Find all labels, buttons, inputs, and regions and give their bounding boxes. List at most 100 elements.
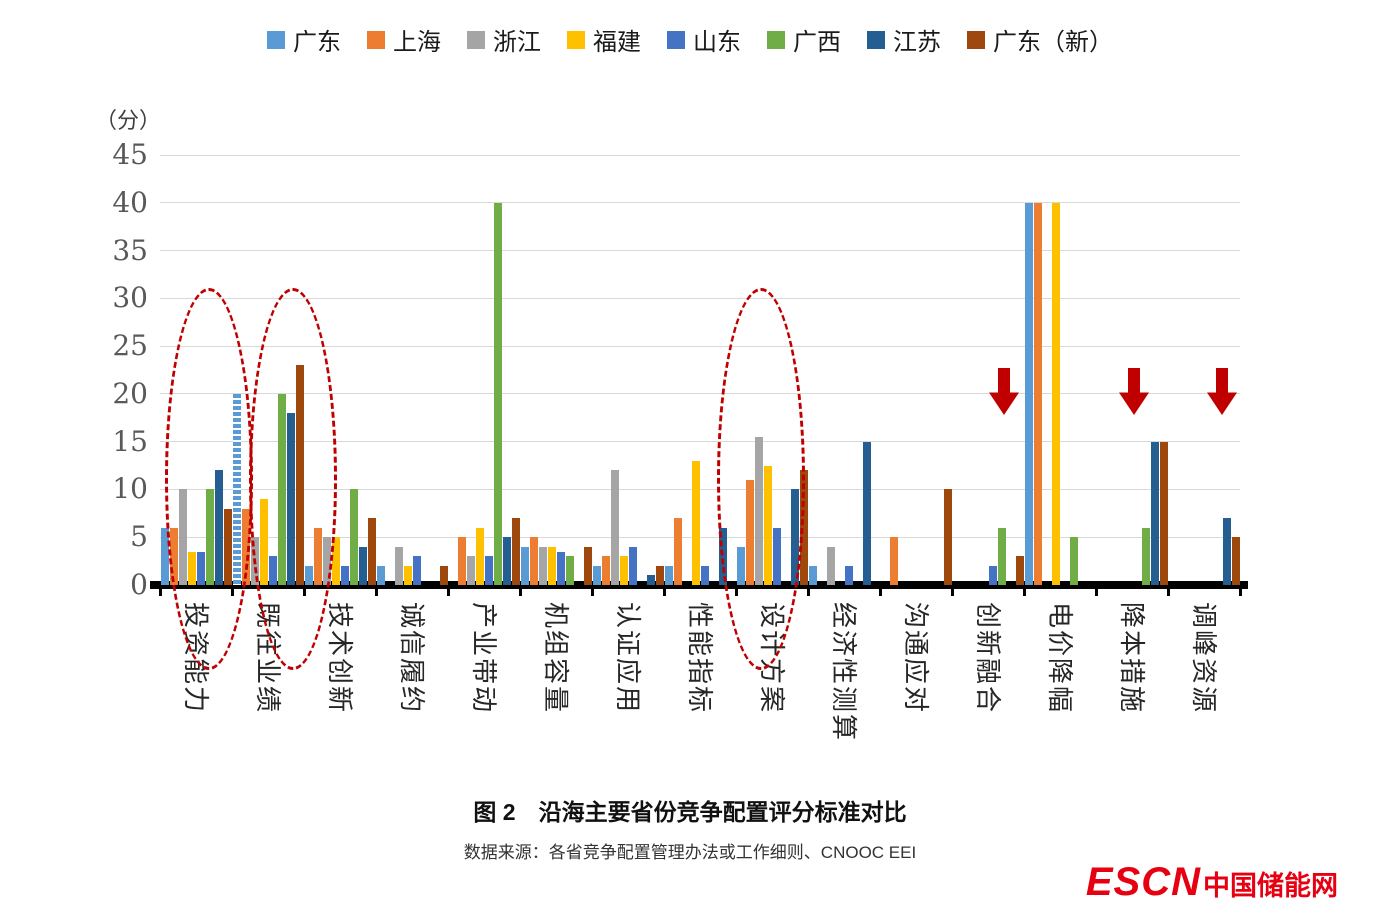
bar <box>1141 527 1150 585</box>
x-category-label: 诚信履约 <box>397 602 427 715</box>
gridline <box>160 536 1240 538</box>
bar <box>826 546 835 585</box>
legend-swatch-icon <box>667 30 685 49</box>
legend-swatch-icon <box>367 30 385 49</box>
x-category-label: 电价降幅 <box>1045 602 1075 715</box>
x-category-label: 机组容量 <box>541 602 571 715</box>
x-axis-baseline <box>150 581 1248 589</box>
legend-label: 江苏 <box>893 29 941 56</box>
bar <box>619 556 628 585</box>
x-category-label: 性能指标 <box>685 602 715 715</box>
legend-label: 广东（新） <box>993 29 1113 56</box>
escn-logo: ESCN 中国储能网 <box>1086 860 1338 905</box>
bar <box>997 527 1006 585</box>
legend-swatch-icon <box>267 30 285 49</box>
bar <box>394 546 403 585</box>
axis-tick <box>446 589 450 596</box>
bar <box>376 565 385 585</box>
chart-title: 图 2 沿海主要省份竞争配置评分标准对比 <box>473 799 907 825</box>
axis-tick <box>158 589 162 596</box>
bar <box>808 565 817 585</box>
legend-item: 福建 <box>567 22 641 57</box>
x-category-label: 创新融合 <box>973 602 1003 715</box>
bar <box>943 489 952 585</box>
bar <box>358 546 367 585</box>
bar <box>1069 537 1078 585</box>
bar <box>529 537 538 585</box>
highlight-ellipse <box>165 288 253 670</box>
highlight-ellipse <box>249 288 337 670</box>
bar <box>1051 202 1060 585</box>
bar <box>844 565 853 585</box>
bar <box>160 527 169 585</box>
legend-item: 上海 <box>367 22 441 57</box>
bar <box>511 518 520 585</box>
axis-tick <box>662 589 666 596</box>
legend-swatch-icon <box>767 30 785 49</box>
y-axis-tick-label: 25 <box>112 329 148 363</box>
axis-tick <box>878 589 882 596</box>
y-axis-tick-label: 30 <box>112 281 148 315</box>
axis-tick <box>518 589 522 596</box>
bar <box>1222 518 1231 585</box>
bar <box>403 565 412 585</box>
legend-label: 上海 <box>393 29 441 56</box>
bar <box>601 556 610 585</box>
y-axis-tick-label: 5 <box>130 520 148 554</box>
bar <box>1015 556 1024 585</box>
legend-label: 广东 <box>293 29 341 56</box>
bar <box>1033 202 1042 585</box>
bar <box>547 546 556 585</box>
axis-tick <box>1238 589 1242 596</box>
bar <box>349 489 358 585</box>
legend-label: 广西 <box>793 29 841 56</box>
gridline <box>160 488 1240 490</box>
escn-logo-text: ESCN <box>1085 860 1201 904</box>
bar <box>1159 441 1168 585</box>
bar <box>331 537 340 585</box>
bar <box>664 565 673 585</box>
legend-item: 江苏 <box>867 22 941 57</box>
bar <box>367 518 376 585</box>
y-axis-tick-label: 20 <box>112 376 148 410</box>
bar <box>862 441 871 585</box>
bar <box>493 202 502 585</box>
bar <box>610 470 619 585</box>
legend-item: 浙江 <box>467 22 541 57</box>
bar <box>538 546 547 585</box>
axis-tick <box>1094 589 1098 596</box>
gridline <box>160 250 1240 252</box>
y-axis-tick-label: 45 <box>112 138 148 171</box>
x-category-label: 产业带动 <box>469 602 499 715</box>
bar <box>565 556 574 585</box>
bar <box>340 565 349 585</box>
highlight-ellipse <box>717 288 805 670</box>
y-axis-tick-label: 15 <box>112 424 148 458</box>
y-axis-tick-label: 40 <box>112 185 148 219</box>
chart-legend: 广东 上海 浙江 福建 山东 广西 江苏 广东（新） <box>0 22 1380 57</box>
down-arrow-icon <box>1207 368 1237 415</box>
y-axis-unit-label: （分） <box>95 108 162 133</box>
y-axis-tick-label: 10 <box>112 472 148 506</box>
axis-tick <box>590 589 594 596</box>
y-axis-tick-label: 35 <box>112 233 148 267</box>
bar <box>1150 441 1159 585</box>
gridline <box>160 345 1240 347</box>
bar <box>484 556 493 585</box>
bar <box>691 460 700 585</box>
axis-tick <box>1022 589 1026 596</box>
escn-logo-site-text: 中国储能网 <box>1203 871 1338 901</box>
axis-tick <box>806 589 810 596</box>
bar <box>655 565 664 585</box>
bar <box>466 556 475 585</box>
legend-swatch-icon <box>467 30 485 49</box>
gridline <box>160 441 1240 443</box>
bar <box>1024 202 1033 585</box>
bar <box>412 556 421 585</box>
bar <box>583 546 592 585</box>
legend-swatch-icon <box>867 30 885 49</box>
legend-item: 广东 <box>267 22 341 57</box>
legend-label: 山东 <box>693 29 741 56</box>
x-category-label: 调峰资源 <box>1189 602 1219 715</box>
